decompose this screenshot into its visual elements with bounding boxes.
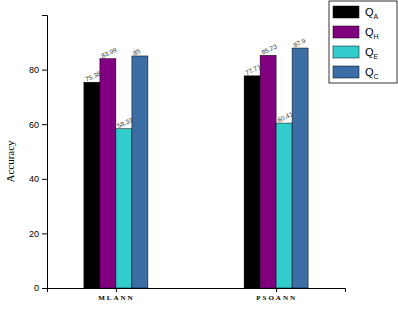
bar [100, 59, 116, 288]
y-tick-mark [42, 233, 47, 234]
data-label: 87.9 [292, 37, 307, 49]
legend-label: QA [365, 6, 379, 20]
y-tick: 40 [29, 174, 47, 184]
y-tick-mark [42, 124, 47, 125]
bar [132, 56, 148, 288]
legend-item: QE [333, 46, 379, 60]
y-axis: 0 20 40 60 80 [29, 16, 48, 294]
x-tick-label: MLANN [98, 294, 134, 302]
legend-swatch [333, 26, 359, 38]
x-axis-line [48, 289, 346, 293]
bars [84, 48, 308, 288]
y-tick-label: 20 [29, 229, 39, 239]
legend-item: QA [333, 6, 379, 20]
legend-frame [329, 1, 397, 83]
chart-svg: 75.38 77.71 83.99 85.23 58.33 60.41 85 87.9 0 20 4… [0, 0, 398, 317]
legend-swatch [333, 66, 359, 78]
legend-item: QH [333, 26, 379, 40]
series-bars [132, 48, 308, 288]
bar [84, 82, 100, 288]
series-bars [100, 55, 276, 288]
y-tick-mark [42, 70, 47, 71]
chart-container: 75.38 77.71 83.99 85.23 58.33 60.41 85 87.9 0 20 4… [0, 0, 398, 317]
legend-swatch [333, 6, 359, 18]
x-axis: MLANN PSOANN [48, 288, 346, 302]
x-tick-mark [276, 288, 277, 292]
y-tick: 60 [29, 120, 47, 130]
x-tick-label: PSOANN [256, 294, 297, 302]
bar [260, 55, 276, 288]
y-tick-label: 80 [29, 65, 39, 75]
x-tick: PSOANN [256, 288, 297, 302]
data-label: 85.23 [260, 42, 278, 55]
legend-label: QH [365, 26, 379, 40]
bar [244, 76, 260, 288]
data-label: 83.99 [100, 46, 118, 59]
x-tick-mark [116, 288, 117, 292]
legend-item: QC [333, 66, 379, 80]
data-label: 75.38 [84, 69, 102, 82]
y-tick: 20 [29, 229, 47, 239]
bar [276, 123, 292, 288]
bar [116, 129, 132, 288]
legend-label: QC [365, 66, 379, 80]
x-tick: MLANN [98, 288, 134, 302]
legend-label: QE [365, 46, 379, 60]
y-tick-mark [42, 179, 47, 180]
bar [292, 48, 308, 288]
data-label: 77.71 [244, 63, 262, 76]
y-axis-title: Accuracy [4, 140, 16, 183]
y-tick-label: 60 [29, 120, 39, 130]
data-labels: 75.38 77.71 83.99 85.23 58.33 60.41 85 87.9 [84, 37, 307, 130]
y-tick-label: 40 [29, 174, 39, 184]
y-tick-mark [42, 288, 47, 289]
y-tick: 80 [29, 65, 47, 75]
y-tick-label: 0 [34, 283, 39, 293]
data-label: 85 [132, 47, 142, 57]
data-label: 58.33 [116, 116, 134, 129]
y-axis-line [42, 16, 48, 289]
legend: QA QH QE QC [329, 1, 397, 83]
legend-swatch [333, 46, 359, 58]
y-tick: 0 [34, 283, 47, 293]
data-label: 60.41 [276, 110, 294, 123]
